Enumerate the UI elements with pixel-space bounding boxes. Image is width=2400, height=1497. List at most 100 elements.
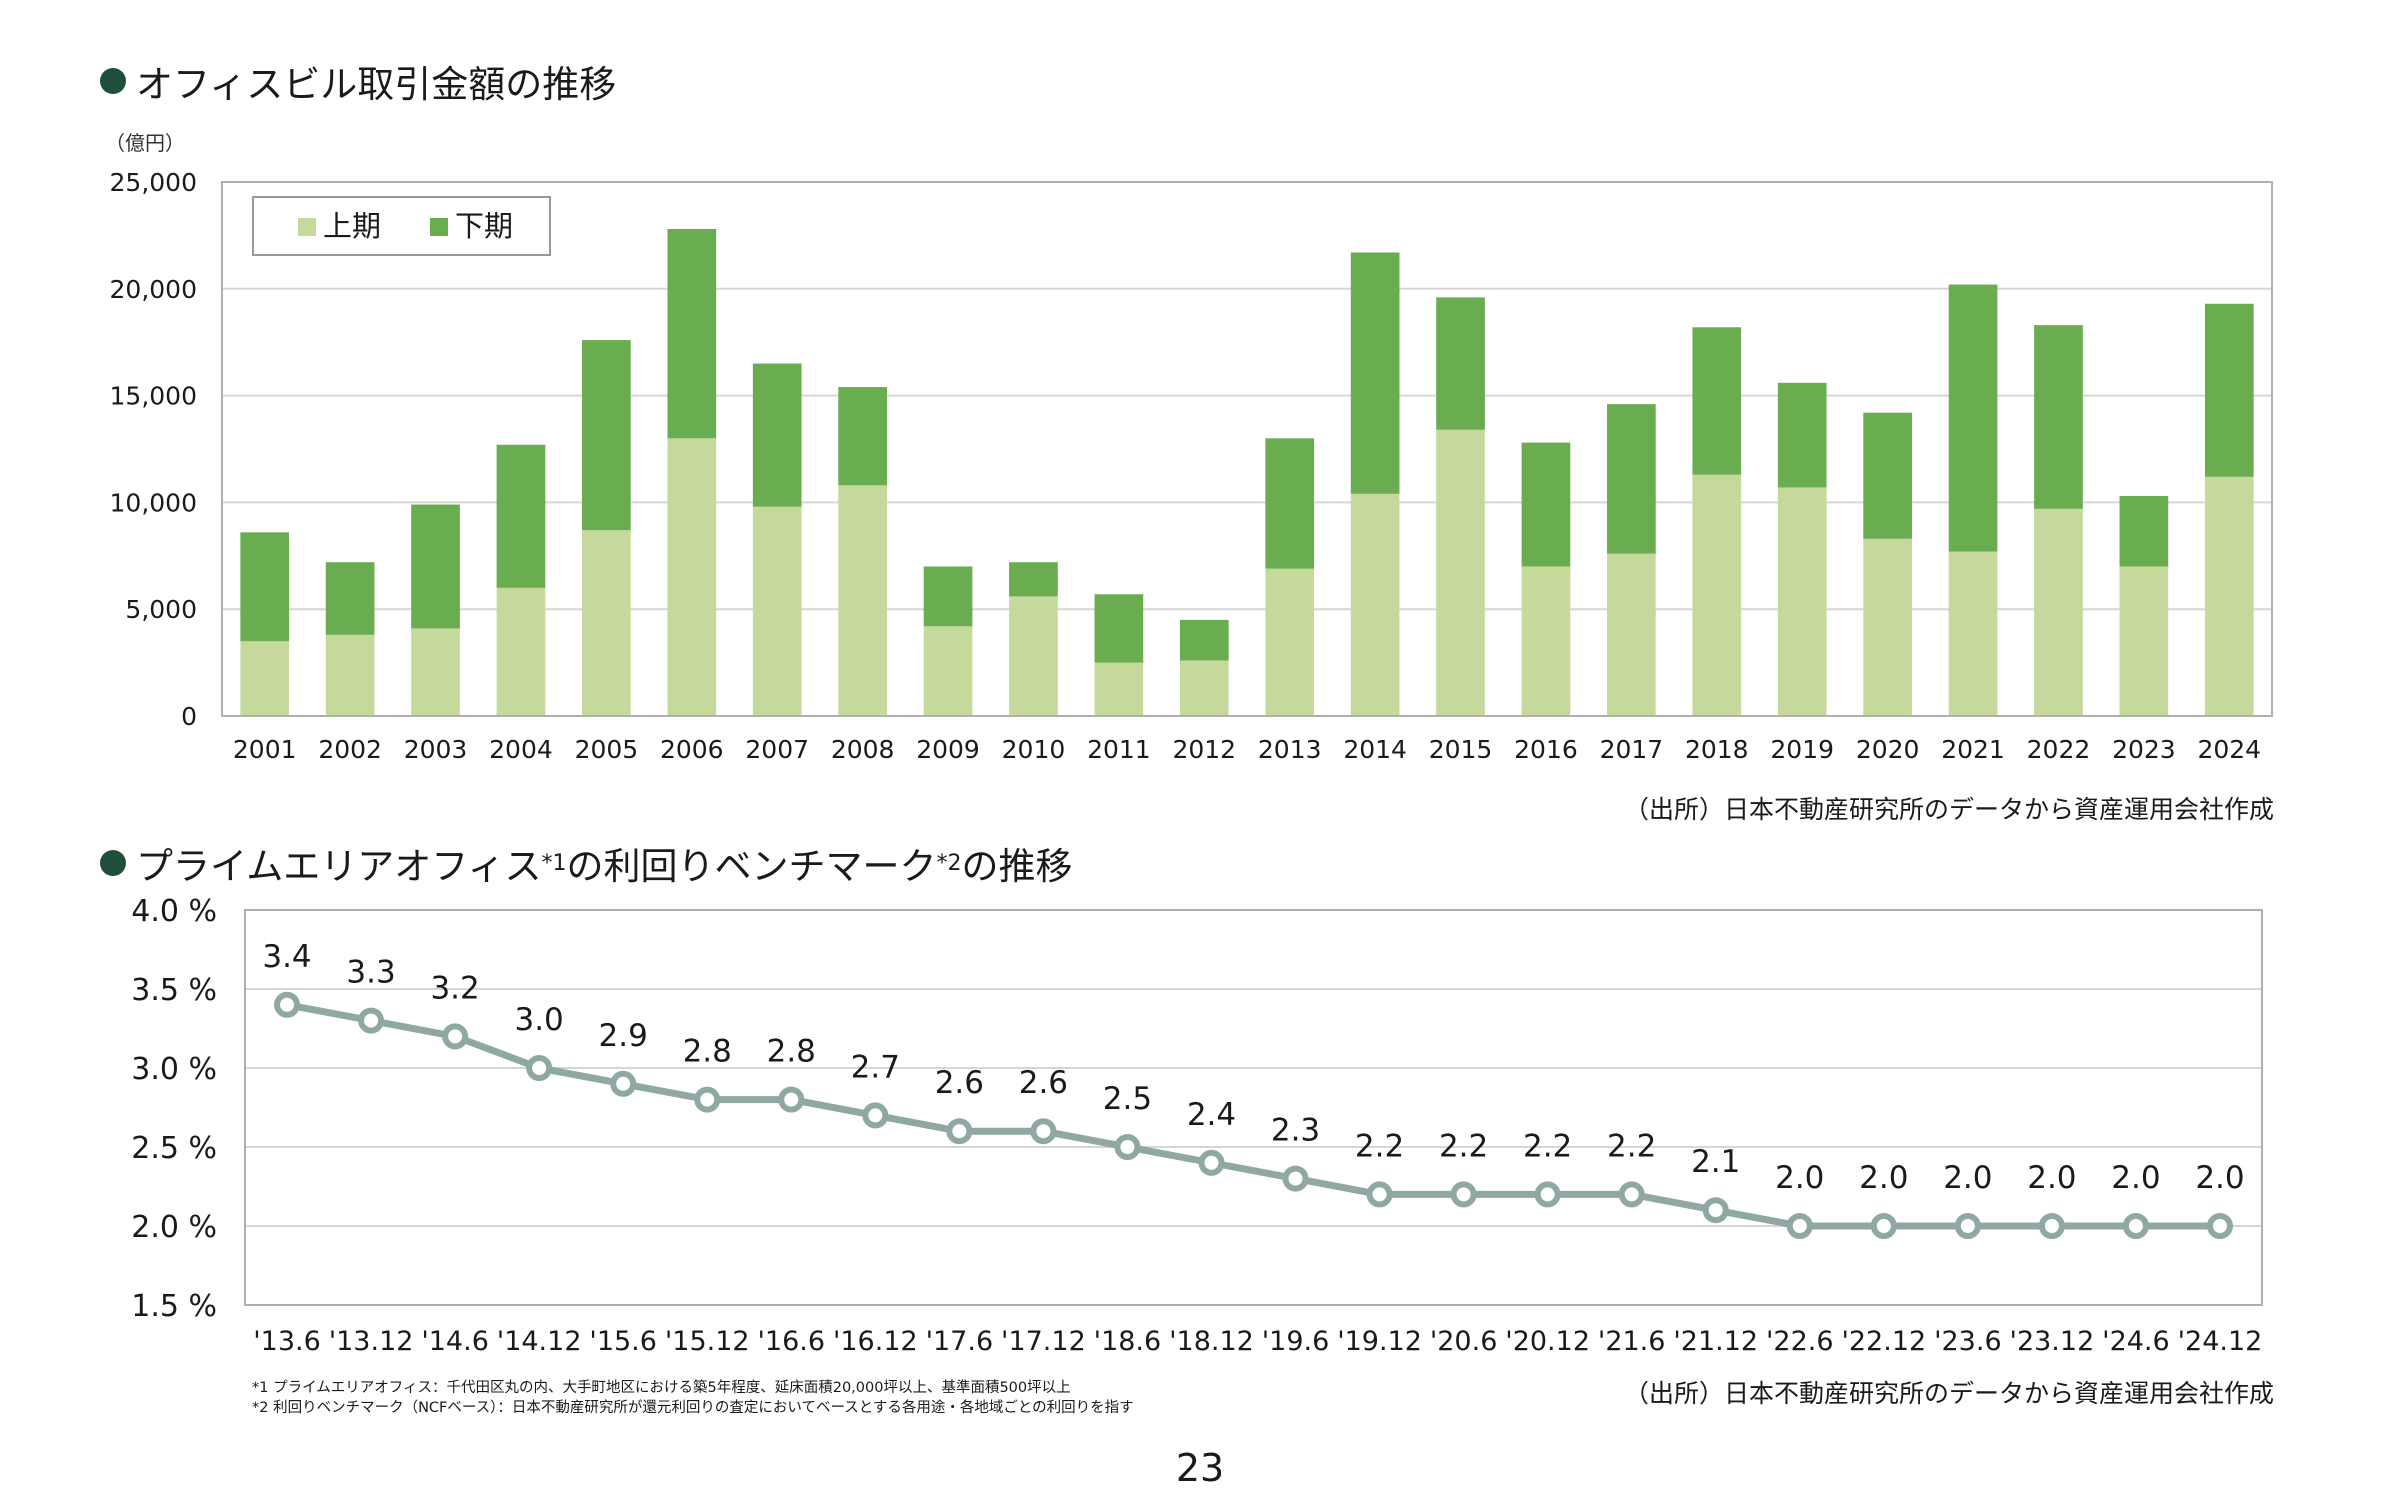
x-tick-label: 2012 bbox=[1172, 735, 1236, 764]
x-tick-label: '20.6 bbox=[1430, 1326, 1498, 1357]
bar-segment-first-half bbox=[2034, 508, 2083, 716]
x-tick-label: 2003 bbox=[404, 735, 468, 764]
legend-swatch-first-half bbox=[298, 218, 316, 236]
bar-segment-first-half bbox=[667, 438, 717, 716]
bar-segment-second-half bbox=[1265, 438, 1315, 569]
footnote-ref-2: *2 bbox=[936, 850, 962, 876]
line-chart-source: （出所）日本不動産研究所のデータから資産運用会社作成 bbox=[1623, 1379, 2274, 1408]
data-point bbox=[694, 1086, 721, 1113]
data-label: 2.0 bbox=[2027, 1160, 2076, 1196]
x-tick-label: '22.12 bbox=[1841, 1326, 1926, 1357]
x-tick-label: 2014 bbox=[1343, 735, 1407, 764]
x-tick-label: '16.12 bbox=[833, 1326, 918, 1357]
bar-segment-first-half bbox=[838, 485, 887, 716]
bar-chart-title-text: オフィスビル取引金額の推移 bbox=[136, 63, 617, 106]
data-label: 2.9 bbox=[599, 1018, 648, 1054]
data-point bbox=[862, 1102, 889, 1129]
x-tick-label: '22.6 bbox=[1766, 1326, 1834, 1357]
bar-segment-first-half bbox=[1009, 596, 1058, 716]
data-point bbox=[946, 1118, 973, 1145]
footnote-1: *1 プライムエリアオフィス：千代田区丸の内、大手町地区における築5年程度、延床… bbox=[252, 1380, 1071, 1396]
page-number: 23 bbox=[1175, 1446, 1225, 1490]
x-tick-label: 2006 bbox=[660, 735, 724, 764]
y-tick-label: 15,000 bbox=[110, 382, 197, 411]
data-label: 2.4 bbox=[1187, 1097, 1236, 1133]
x-tick-label: '17.12 bbox=[1001, 1326, 1086, 1357]
x-tick-label: '17.6 bbox=[926, 1326, 994, 1357]
data-label: 2.3 bbox=[1271, 1113, 1320, 1149]
legend-label-first-half: 上期 bbox=[323, 209, 381, 243]
bar-segment-second-half bbox=[240, 532, 290, 642]
data-label: 2.0 bbox=[1859, 1160, 1908, 1196]
data-point bbox=[2122, 1213, 2149, 1239]
data-label: 3.0 bbox=[514, 1002, 563, 1038]
x-tick-label: '16.6 bbox=[757, 1326, 825, 1357]
bar-segment-first-half bbox=[1692, 474, 1742, 716]
bar-segment-first-half bbox=[1094, 662, 1144, 716]
data-point bbox=[610, 1070, 637, 1097]
footnote-2: *2 利回りベンチマーク（NCFベース）：日本不動産研究所が還元利回りの査定にお… bbox=[252, 1400, 1134, 1416]
y-tick-label: 0 bbox=[181, 702, 197, 731]
plot-frame bbox=[221, 181, 2273, 717]
data-label: 2.2 bbox=[1607, 1128, 1656, 1164]
bar-segment-second-half bbox=[1607, 404, 1656, 554]
data-point bbox=[1030, 1118, 1057, 1145]
bar-segment-second-half bbox=[2119, 495, 2169, 567]
bar-segment-second-half bbox=[2204, 303, 2254, 477]
bar-segment-second-half bbox=[752, 363, 802, 507]
line-chart-title-main: プライムエリアオフィス bbox=[136, 845, 542, 888]
data-label: 2.7 bbox=[851, 1049, 900, 1085]
legend: 上期 下期 bbox=[252, 196, 551, 256]
x-tick-label: 2019 bbox=[1770, 735, 1834, 764]
data-label: 2.5 bbox=[1103, 1081, 1152, 1117]
x-tick-label: '21.6 bbox=[1598, 1326, 1666, 1357]
x-tick-label: 2018 bbox=[1685, 735, 1749, 764]
bar-segment-first-half bbox=[1777, 487, 1827, 716]
data-point bbox=[1366, 1181, 1393, 1208]
data-point bbox=[1870, 1213, 1897, 1239]
y-axis-label: （億円） bbox=[105, 131, 185, 155]
x-tick-label: 2015 bbox=[1429, 735, 1493, 764]
bar-segment-second-half bbox=[1948, 284, 1998, 552]
bar-segment-second-half bbox=[411, 504, 460, 629]
bar-segment-first-half bbox=[240, 641, 290, 716]
x-tick-label: '14.12 bbox=[497, 1326, 582, 1357]
y-tick-label: 3.5 % bbox=[131, 973, 217, 1008]
x-tick-label: '20.12 bbox=[1505, 1326, 1590, 1357]
x-tick-label: 2013 bbox=[1258, 735, 1322, 764]
bar-segment-second-half bbox=[838, 387, 887, 486]
yield-line bbox=[286, 1001, 2220, 1230]
bar-segment-first-half bbox=[411, 628, 460, 716]
x-tick-label: 2002 bbox=[318, 735, 382, 764]
x-tick-label: 2016 bbox=[1514, 735, 1578, 764]
data-label: 2.0 bbox=[1943, 1160, 1992, 1196]
data-point bbox=[1114, 1134, 1141, 1160]
x-tick-label: '23.6 bbox=[1934, 1326, 2002, 1357]
data-label: 2.0 bbox=[1775, 1160, 1824, 1196]
data-point bbox=[1954, 1213, 1981, 1239]
data-label: 2.6 bbox=[1019, 1065, 1068, 1101]
x-tick-label: '19.12 bbox=[1337, 1326, 1422, 1357]
data-point bbox=[274, 991, 301, 1018]
bar-segment-second-half bbox=[1094, 594, 1144, 663]
x-tick-label: 2001 bbox=[233, 735, 297, 764]
data-point bbox=[2038, 1213, 2065, 1239]
data-label: 3.4 bbox=[262, 939, 311, 975]
bar-segment-first-half bbox=[2119, 566, 2169, 716]
x-tick-label: 2022 bbox=[2027, 735, 2091, 764]
data-label: 2.0 bbox=[2195, 1160, 2244, 1196]
bar-segment-first-half bbox=[582, 530, 631, 716]
data-point bbox=[1618, 1181, 1645, 1208]
data-point bbox=[1450, 1181, 1477, 1208]
data-label: 2.8 bbox=[683, 1034, 732, 1070]
bar-segment-first-half bbox=[1948, 551, 1998, 716]
bar-segment-first-half bbox=[1436, 429, 1485, 716]
x-tick-label: 2021 bbox=[1941, 735, 2005, 764]
x-tick-label: 2008 bbox=[831, 735, 895, 764]
x-tick-label: 2017 bbox=[1600, 735, 1664, 764]
data-point bbox=[2206, 1213, 2233, 1239]
bar-segment-first-half bbox=[923, 626, 973, 716]
bar-segment-second-half bbox=[923, 566, 973, 627]
x-tick-label: '24.6 bbox=[2102, 1326, 2170, 1357]
